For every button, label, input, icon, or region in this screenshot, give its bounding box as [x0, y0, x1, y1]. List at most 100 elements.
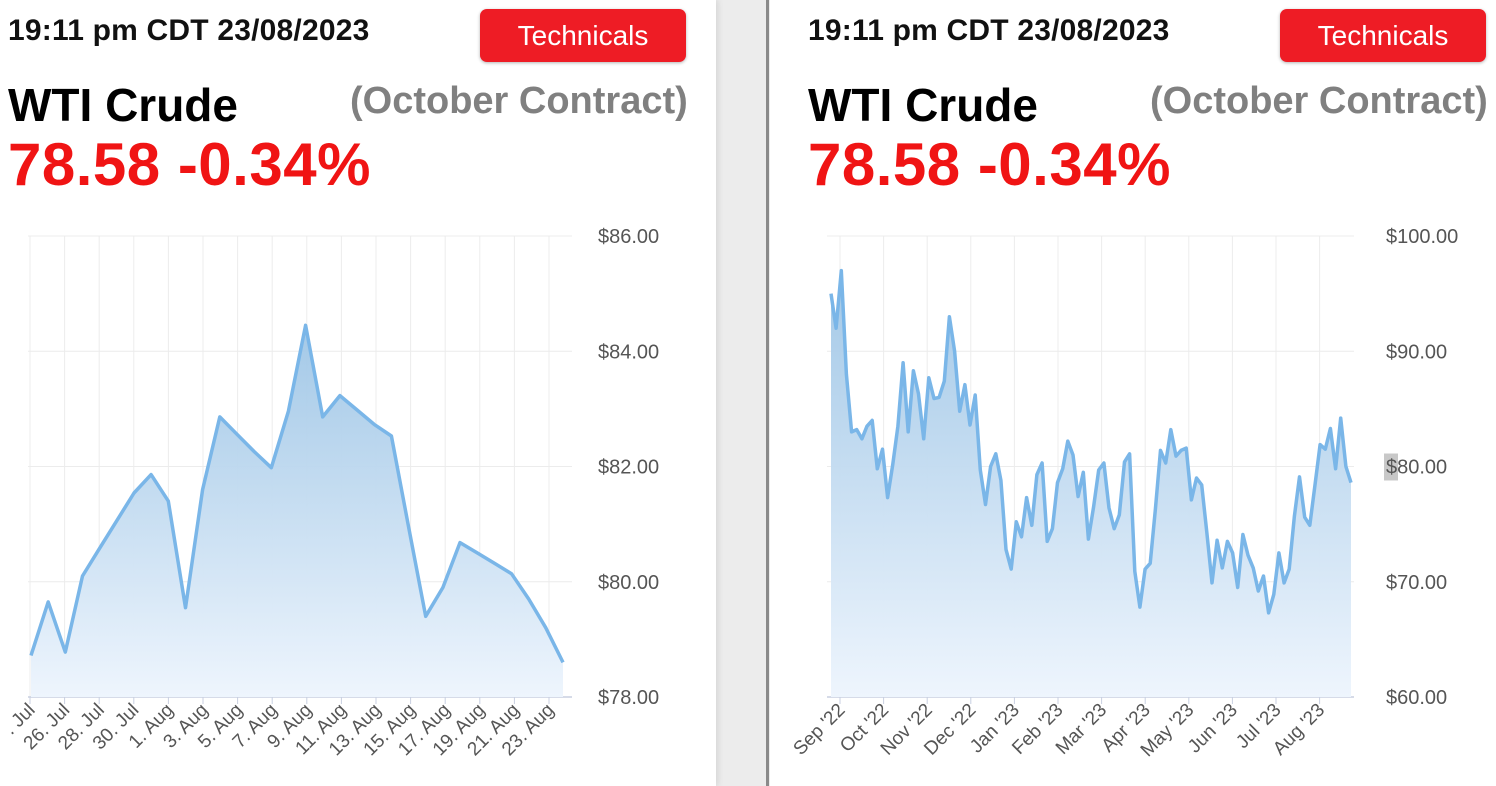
data-point [1241, 533, 1245, 537]
data-point [958, 409, 962, 413]
data-point [1112, 527, 1116, 531]
y-tick-label: $84.00 [598, 341, 659, 363]
data-point [865, 424, 869, 428]
data-point [994, 452, 998, 456]
panel-divider [766, 0, 769, 786]
data-point [875, 467, 879, 471]
data-point [829, 292, 833, 296]
data-point [963, 383, 967, 387]
data-point [1050, 527, 1054, 531]
x-tick-label: Sep '22 [790, 700, 850, 760]
data-point [1128, 452, 1132, 456]
data-point [886, 496, 890, 500]
y-tick-label: $82.00 [598, 457, 659, 479]
data-point [304, 323, 308, 327]
y-tick-label: $90.00 [1386, 341, 1447, 363]
data-point [1231, 551, 1235, 555]
data-point [407, 524, 411, 528]
data-point [1030, 523, 1034, 527]
data-point [1251, 566, 1255, 570]
data-point [1205, 530, 1209, 534]
data-point [321, 415, 325, 419]
data-point [1014, 520, 1018, 524]
data-point [834, 326, 838, 330]
data-point [1159, 448, 1163, 452]
data-point [953, 349, 957, 353]
data-point [1056, 481, 1060, 485]
data-point [286, 409, 290, 413]
series-line [829, 268, 1353, 615]
data-point [1138, 605, 1142, 609]
data-point [1328, 427, 1332, 431]
data-point [984, 503, 988, 507]
data-point [235, 432, 239, 436]
data-point [932, 397, 936, 401]
timestamp: 19:11 pm CDT 23/08/2023 [8, 14, 370, 47]
data-point [927, 376, 931, 380]
data-point [1292, 514, 1296, 518]
data-point [166, 499, 170, 503]
data-point [906, 430, 910, 434]
data-point [1153, 507, 1157, 511]
data-point [544, 626, 548, 630]
data-point [1256, 589, 1260, 593]
technicals-button[interactable]: Technicals [1280, 9, 1486, 62]
data-point [98, 546, 102, 550]
data-point [1025, 496, 1029, 500]
data-point [184, 606, 188, 610]
timestamp: 19:11 pm CDT 23/08/2023 [808, 14, 1170, 47]
data-point [1308, 523, 1312, 527]
data-point [1076, 495, 1080, 499]
instrument-title: WTI Crude [8, 79, 238, 131]
data-point [1184, 446, 1188, 450]
data-point [1148, 561, 1152, 565]
data-point [492, 561, 496, 565]
technicals-button[interactable]: Technicals [480, 9, 686, 62]
instrument-title: WTI Crude [808, 79, 1038, 131]
data-point [973, 393, 977, 397]
data-point [839, 269, 843, 273]
price-change: 78.58 -0.34% [8, 131, 371, 198]
series-area [831, 270, 1351, 697]
contract-label: (October Contract) [1150, 80, 1488, 122]
data-point [561, 660, 565, 664]
data-point [1220, 566, 1224, 570]
data-point [1323, 447, 1327, 451]
data-point [881, 447, 885, 451]
data-point [63, 650, 67, 654]
x-tick-label: Jun '23 [1184, 700, 1242, 758]
data-point [1045, 539, 1049, 543]
data-point [896, 424, 900, 428]
contract-label: (October Contract) [350, 80, 688, 122]
data-point [389, 434, 393, 438]
data-point [46, 600, 50, 604]
data-point [1195, 476, 1199, 480]
data-point [424, 614, 428, 618]
data-point [458, 541, 462, 545]
data-point [922, 437, 926, 441]
data-point [1272, 592, 1276, 596]
data-point [1169, 428, 1173, 432]
data-point [1004, 548, 1008, 552]
data-point [475, 551, 479, 555]
data-point [1210, 581, 1214, 585]
data-point [1262, 574, 1266, 578]
data-point [1179, 448, 1183, 452]
data-point [1035, 473, 1039, 477]
data-point [1189, 498, 1193, 502]
data-point [1020, 535, 1024, 539]
data-point [1215, 538, 1219, 542]
data-point [1303, 515, 1307, 519]
y-tick-label: $80.00 [1386, 457, 1447, 479]
data-point [1061, 467, 1065, 471]
chart-panel-right: 19:11 pm CDT 23/08/2023 Technicals WTI C… [770, 0, 1496, 786]
data-point [218, 415, 222, 419]
data-point [1246, 553, 1250, 557]
data-point [1277, 551, 1281, 555]
data-point [855, 428, 859, 432]
data-point [1040, 461, 1044, 465]
data-point [338, 394, 342, 398]
y-tick-label: $80.00 [598, 572, 659, 594]
